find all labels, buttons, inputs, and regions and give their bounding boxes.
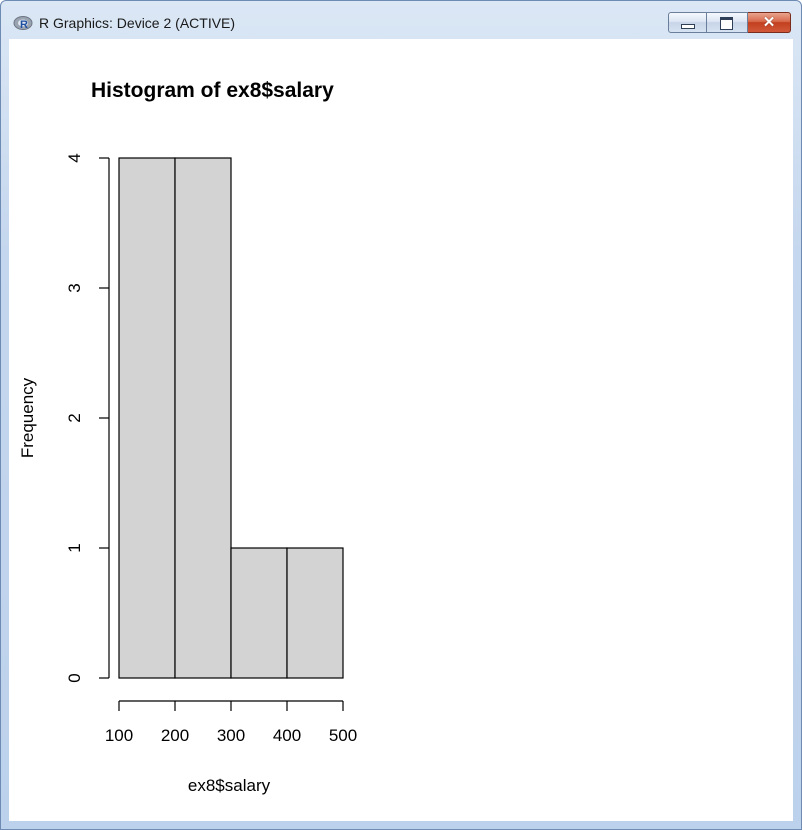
x-axis-label: ex8$salary [188,776,271,795]
histogram-bar [174,157,232,679]
minimize-icon [681,24,695,29]
x-tick-label: 300 [217,726,245,745]
window-title: R Graphics: Device 2 (ACTIVE) [39,15,236,31]
y-tick-label: 0 [65,673,84,682]
y-tick-label: 4 [65,153,84,162]
maximize-button[interactable] [707,12,748,33]
title-bar[interactable]: R R Graphics: Device 2 (ACTIVE) ✕ [1,1,801,39]
histogram-bars [118,157,344,679]
r-logo-icon: R [13,16,33,31]
x-axis: 100 200 300 400 500 [105,700,357,745]
minimize-button[interactable] [668,12,707,33]
histogram-plot: Histogram of ex8$salary Frequency ex8$sa… [18,79,357,795]
chart-title: Histogram of ex8$salary [91,79,334,102]
y-axis-label: Frequency [18,377,37,458]
histogram-bar [286,547,344,679]
histogram-bar [118,157,176,679]
x-tick-label: 200 [161,726,189,745]
x-tick-label: 500 [329,726,357,745]
histogram-bar [230,547,288,679]
maximize-icon [720,17,733,30]
plot-area: Histogram of ex8$salary Frequency ex8$sa… [9,39,793,821]
x-tick-label: 100 [105,726,133,745]
x-tick-label: 400 [273,726,301,745]
y-tick-label: 3 [65,283,84,292]
close-icon: ✕ [762,14,776,31]
y-tick-label: 2 [65,413,84,422]
y-tick-label: 1 [65,543,84,552]
y-axis: 0 1 2 3 4 [65,153,110,683]
close-button[interactable]: ✕ [748,12,791,33]
svg-text:R: R [20,19,28,31]
